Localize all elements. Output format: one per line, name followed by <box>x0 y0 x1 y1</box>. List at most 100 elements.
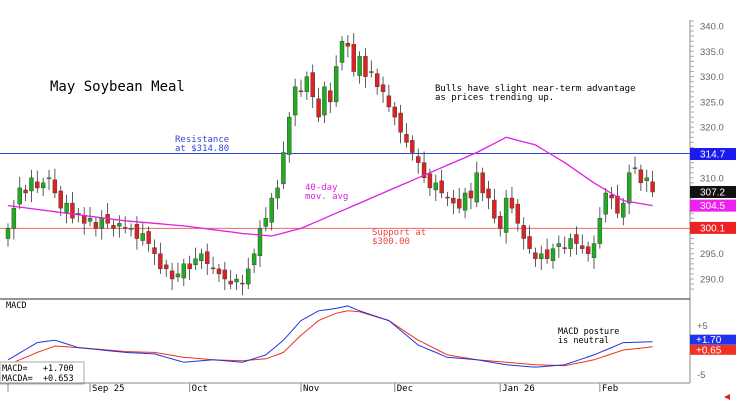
candle <box>369 60 374 78</box>
candle <box>345 35 351 58</box>
resistance-label-1: Resistance <box>175 135 229 145</box>
candle-body <box>498 216 503 229</box>
candle-body <box>509 197 515 209</box>
candle-body <box>363 56 368 77</box>
candle-body <box>257 228 263 256</box>
price-badge: 307.2 <box>690 185 736 198</box>
candle <box>17 176 22 210</box>
candle-body <box>492 199 497 219</box>
candle-body <box>339 40 345 63</box>
candle-body <box>187 263 192 270</box>
candle <box>374 68 380 95</box>
candle <box>117 215 122 238</box>
candle-body <box>462 192 468 211</box>
candle-body <box>626 172 632 204</box>
macd-tick-label: -5 <box>697 370 705 381</box>
candle-body <box>580 245 585 249</box>
candle-body <box>99 218 104 229</box>
candle <box>462 187 468 219</box>
candle <box>515 199 521 232</box>
macd-badge-bg <box>690 344 736 355</box>
candle-body <box>386 95 392 108</box>
chart-title: May Soybean Meal <box>50 79 185 95</box>
candle <box>164 259 169 277</box>
candle <box>228 269 233 290</box>
price-badge: 300.1 <box>690 221 736 234</box>
candle-body <box>122 227 128 229</box>
candle-body <box>46 177 52 180</box>
x-tick-label: Oct <box>192 384 208 394</box>
candle-body <box>11 207 17 229</box>
candle <box>380 76 386 103</box>
candle <box>451 189 456 215</box>
candle-body <box>111 225 116 229</box>
macd-readout-box <box>0 361 85 385</box>
price-badge: 314.7 <box>690 148 736 161</box>
candle <box>632 156 638 174</box>
macd-tick-label: +5 <box>697 321 708 332</box>
candle <box>574 226 579 255</box>
annotation-line2: as prices trending up. <box>435 93 554 103</box>
candle <box>591 235 597 269</box>
candle-body <box>574 234 579 244</box>
candle <box>333 55 339 107</box>
candle <box>615 184 620 219</box>
candle <box>626 164 632 215</box>
candle <box>351 33 356 77</box>
candle <box>621 198 626 226</box>
price-badge-label: 304.5 <box>700 201 725 212</box>
candle-body <box>117 223 122 227</box>
candle <box>122 216 128 234</box>
candle <box>29 169 34 203</box>
candle <box>550 243 556 269</box>
candle <box>316 87 321 123</box>
candle-body <box>29 177 34 192</box>
candle <box>146 226 151 252</box>
annotation-line1: Bulls have slight near-term advantage <box>435 84 635 94</box>
candle-body <box>392 106 397 118</box>
candle <box>468 182 474 210</box>
candle <box>310 64 315 108</box>
candle-body <box>287 116 292 155</box>
candle-body <box>70 202 75 219</box>
candle-body <box>638 169 644 184</box>
candle-body <box>210 267 216 270</box>
price-badge-label: 300.1 <box>700 223 725 234</box>
candle <box>140 222 145 246</box>
y-tick-label: 310.0 <box>700 173 724 184</box>
candle <box>597 207 603 249</box>
candle <box>281 141 286 189</box>
candle-body <box>275 187 280 199</box>
candle-body <box>445 196 450 199</box>
candle-body <box>597 218 603 244</box>
candle <box>404 123 409 148</box>
candle-body <box>521 225 526 239</box>
candle-body <box>128 228 134 230</box>
candle-body <box>316 98 321 118</box>
candle-body <box>351 44 356 72</box>
scroll-arrow-icon[interactable] <box>724 394 730 400</box>
candle <box>521 217 526 250</box>
candle-body <box>632 167 638 169</box>
price-badge-bg <box>690 148 736 161</box>
candle-body <box>591 243 597 258</box>
ma-label-2: mov. avg <box>305 192 348 202</box>
candle-body <box>644 177 649 182</box>
candle-body <box>369 71 374 73</box>
candle-body <box>181 263 187 279</box>
candle <box>81 207 87 235</box>
candle-body <box>380 84 386 92</box>
candle <box>498 211 503 237</box>
candle <box>480 167 485 202</box>
candle-body <box>158 253 163 270</box>
macd-line <box>7 305 653 368</box>
candle <box>503 189 509 244</box>
candle-body <box>164 264 169 270</box>
candle-body <box>228 280 233 285</box>
candle-body <box>240 282 245 285</box>
candle <box>222 261 228 291</box>
candle-body <box>281 152 286 185</box>
candle-body <box>374 73 380 87</box>
candle <box>152 239 157 265</box>
